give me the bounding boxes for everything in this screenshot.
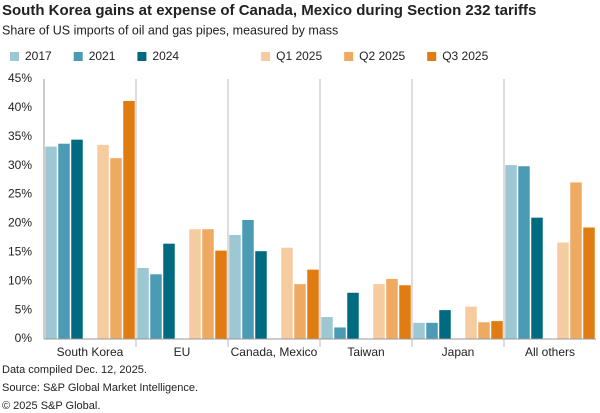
y-tick-label: 30%	[8, 158, 32, 172]
bar	[518, 166, 530, 339]
bar	[202, 229, 214, 339]
bar	[294, 284, 306, 339]
legend-label: 2021	[89, 49, 116, 63]
bar	[426, 322, 438, 339]
footnote: Source: S&P Global Market Intelligence.	[2, 382, 198, 394]
bar	[465, 306, 477, 339]
bar	[97, 144, 109, 339]
y-tick-label: 20%	[8, 216, 32, 230]
bar	[45, 146, 57, 339]
bar	[386, 278, 398, 339]
bar	[110, 158, 122, 339]
bar	[347, 292, 359, 339]
legend-label: Q2 2025	[359, 49, 405, 63]
legend-label: 2024	[152, 49, 179, 63]
legend-swatch	[137, 52, 147, 61]
x-tick-label: Canada, Mexico	[231, 345, 318, 359]
bar	[163, 243, 175, 339]
legend-label: Q1 2025	[276, 49, 322, 63]
bar	[373, 284, 385, 339]
legend-label: Q3 2025	[442, 49, 488, 63]
bar	[189, 229, 201, 339]
y-tick-label: 35%	[8, 129, 32, 143]
bar	[557, 242, 569, 339]
legend-label: 2017	[25, 49, 52, 63]
bar	[491, 321, 503, 339]
y-tick-label: 15%	[8, 245, 32, 259]
y-tick-label: 40%	[8, 100, 32, 114]
y-tick-label: 25%	[8, 187, 32, 201]
chart-subtitle: Share of US imports of oil and gas pipes…	[2, 23, 338, 37]
x-tick-label: South Korea	[57, 345, 124, 359]
bar	[71, 139, 83, 339]
bar	[215, 250, 227, 339]
legend-swatch	[261, 52, 271, 61]
bar	[570, 182, 582, 339]
footnote: Data compiled Dec. 12, 2025.	[2, 364, 147, 376]
bar	[505, 165, 517, 339]
bar	[439, 310, 451, 339]
bar	[137, 267, 149, 339]
bar	[334, 327, 346, 339]
x-tick-label: All others	[525, 345, 575, 359]
bar	[58, 143, 70, 339]
y-tick-label: 0%	[15, 331, 33, 345]
y-tick-label: 45%	[8, 71, 32, 85]
x-tick-label: Taiwan	[347, 345, 384, 359]
x-tick-label: Japan	[442, 345, 475, 359]
legend-swatch	[344, 52, 354, 61]
footnote: © 2025 S&P Global.	[2, 400, 100, 412]
bar	[255, 251, 267, 339]
bar	[242, 219, 254, 339]
bar	[478, 322, 490, 339]
bar	[281, 247, 293, 339]
chart-title: South Korea gains at expense of Canada, …	[2, 2, 536, 19]
bar	[531, 217, 543, 339]
bar	[399, 285, 411, 339]
bar	[413, 322, 425, 339]
legend-swatch	[427, 52, 437, 61]
bar	[229, 235, 241, 339]
bar	[307, 269, 319, 339]
bar	[321, 317, 333, 339]
y-tick-label: 5%	[15, 302, 33, 316]
bar	[123, 100, 135, 339]
bar	[583, 227, 595, 339]
x-tick-label: EU	[174, 345, 191, 359]
legend-swatch	[73, 52, 83, 61]
legend-swatch	[10, 52, 19, 61]
bar	[150, 274, 162, 339]
y-tick-label: 10%	[8, 273, 32, 287]
